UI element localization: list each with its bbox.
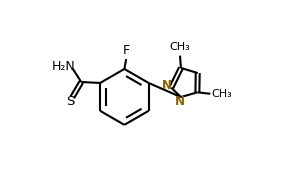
Text: CH₃: CH₃: [170, 42, 190, 52]
Text: F: F: [123, 44, 130, 57]
Text: H₂N: H₂N: [51, 60, 75, 73]
Text: CH₃: CH₃: [212, 89, 232, 99]
Text: S: S: [66, 95, 75, 108]
Text: N: N: [175, 95, 185, 108]
Text: N: N: [162, 79, 172, 92]
